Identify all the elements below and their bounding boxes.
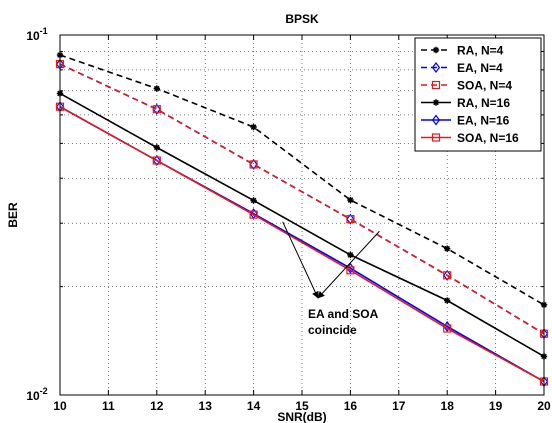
- legend-label: SOA, N=4: [457, 79, 512, 93]
- legend-label: SOA, N=16: [457, 131, 519, 145]
- data-point-marker: [346, 215, 355, 224]
- annotation: EA and SOA coincide: [282, 221, 380, 337]
- legend-item: RA, N=16: [421, 96, 510, 110]
- data-point-marker: [152, 105, 161, 114]
- chart-title: BPSK: [285, 12, 319, 26]
- x-tick-label: 20: [537, 399, 551, 413]
- legend-label: RA, N=16: [457, 96, 510, 110]
- data-point-marker: [153, 144, 160, 151]
- data-point-marker: [346, 213, 355, 225]
- series-line: [59, 63, 545, 335]
- legend-item: SOA, N=4: [421, 79, 512, 93]
- data-point-marker: [431, 114, 441, 126]
- legend-label: EA, N=4: [457, 61, 503, 75]
- x-tick-label: 18: [441, 399, 455, 413]
- y-axis-label: BER: [6, 202, 20, 228]
- y-tick-label: 10-1: [26, 26, 47, 43]
- x-tick-label: 14: [247, 399, 261, 413]
- annotation-text-line: coincide: [308, 323, 357, 337]
- x-tick-label: 12: [150, 399, 164, 413]
- y-tick-label: 10-2: [26, 386, 47, 403]
- data-point-marker: [432, 99, 440, 106]
- legend-item: RA, N=4: [421, 44, 504, 58]
- data-point-marker: [443, 271, 452, 280]
- data-point-marker: [431, 62, 441, 73]
- x-axis-label: SNR(dB): [277, 410, 326, 423]
- x-tick-label: 11: [102, 399, 115, 413]
- data-point-marker: [432, 46, 440, 54]
- data-point-marker: [152, 156, 161, 165]
- annotation-arrow: [282, 221, 319, 299]
- data-point-marker: [250, 123, 257, 131]
- legend: RA, N=4 EA, N=4 SOA, N=4 RA, N=16 EA, N=16 SO…: [414, 37, 542, 152]
- x-tick-label: 19: [489, 399, 503, 413]
- data-point-marker: [347, 196, 354, 204]
- legend-item: EA, N=4: [421, 61, 503, 75]
- data-point-marker: [153, 85, 160, 92]
- x-tick-label: 15: [295, 399, 309, 413]
- legend-box: [414, 37, 542, 152]
- series-line: [59, 54, 545, 306]
- data-point-marker: [443, 324, 452, 333]
- series-line: [59, 106, 545, 383]
- annotation-arrow: [317, 230, 380, 299]
- data-point-marker: [249, 210, 258, 219]
- x-tick-label: 10: [53, 399, 67, 413]
- annotation-text-line: EA and SOA: [308, 307, 379, 321]
- series-soa-n-16: [55, 102, 549, 386]
- x-tick-label: 17: [392, 399, 406, 413]
- data-point-marker: [444, 297, 451, 304]
- legend-label: RA, N=4: [457, 44, 504, 58]
- legend-item: EA, N=16: [421, 114, 510, 128]
- x-tick-label: 16: [344, 399, 358, 413]
- data-point-marker: [250, 197, 257, 204]
- x-tick-label: 13: [199, 399, 213, 413]
- data-point-marker: [443, 269, 452, 281]
- data-point-marker: [431, 133, 441, 142]
- legend-label: EA, N=16: [457, 114, 510, 128]
- data-point-marker: [431, 80, 441, 90]
- data-point-marker: [346, 266, 355, 275]
- data-point-marker: [249, 160, 258, 169]
- legend-item: SOA, N=16: [421, 131, 519, 145]
- data-point-marker: [347, 251, 354, 259]
- data-point-marker: [444, 245, 451, 252]
- series-soa-n-4: [55, 60, 549, 338]
- series-line: [59, 92, 545, 358]
